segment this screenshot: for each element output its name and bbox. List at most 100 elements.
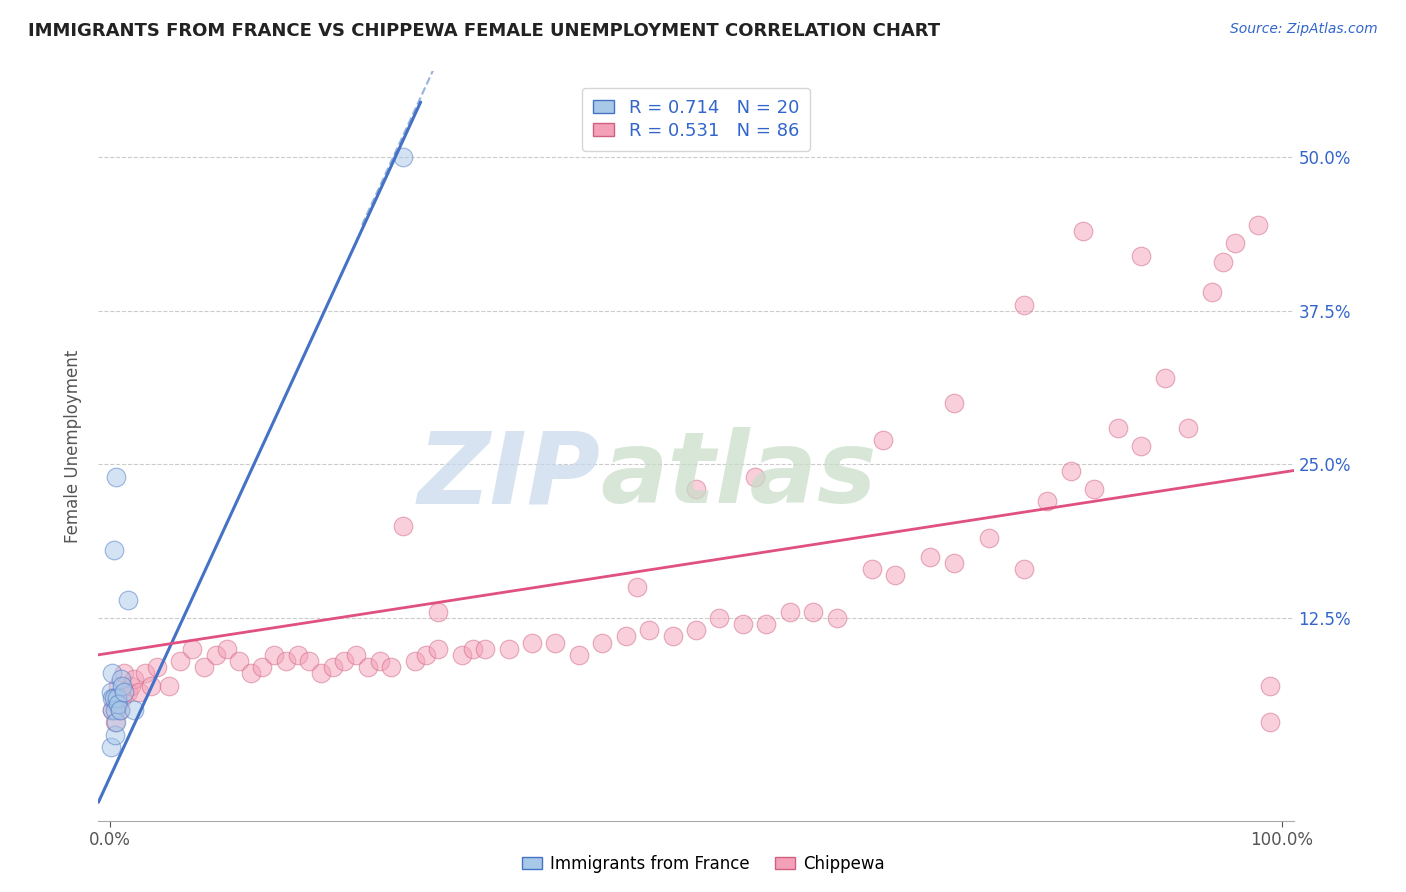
Point	[685, 482, 707, 496]
Point	[744, 469, 766, 483]
Point	[344, 648, 367, 662]
Legend: R = 0.714   N = 20, R = 0.531   N = 86: R = 0.714 N = 20, R = 0.531 N = 86	[582, 88, 810, 151]
Text: ZIP: ZIP	[418, 427, 600, 524]
Point	[1177, 420, 1199, 434]
Point	[103, 690, 125, 705]
Point	[239, 666, 262, 681]
Point	[105, 697, 128, 711]
Point	[474, 641, 496, 656]
Point	[942, 556, 965, 570]
Point	[228, 654, 250, 668]
Point	[274, 654, 297, 668]
Point	[157, 679, 180, 693]
Point	[779, 605, 801, 619]
Point	[217, 641, 239, 656]
Point	[1083, 482, 1105, 496]
Point	[105, 715, 128, 730]
Point	[141, 679, 163, 693]
Point	[450, 648, 472, 662]
Point	[591, 635, 613, 649]
Point	[204, 648, 226, 662]
Point	[380, 660, 402, 674]
Point	[463, 641, 485, 656]
Point	[427, 641, 450, 656]
Point	[117, 592, 139, 607]
Point	[884, 568, 907, 582]
Point	[1258, 679, 1281, 693]
Point	[298, 654, 321, 668]
Point	[105, 469, 128, 483]
Point	[1012, 298, 1035, 312]
Point	[1130, 439, 1153, 453]
Point	[1153, 371, 1175, 385]
Point	[146, 660, 169, 674]
Point	[709, 611, 731, 625]
Point	[1107, 420, 1129, 434]
Point	[169, 654, 191, 668]
Point	[117, 684, 139, 698]
Text: Source: ZipAtlas.com: Source: ZipAtlas.com	[1230, 22, 1378, 37]
Point	[1212, 254, 1234, 268]
Point	[103, 690, 125, 705]
Point	[120, 679, 142, 693]
Point	[872, 433, 894, 447]
Point	[614, 629, 637, 643]
Point	[252, 660, 274, 674]
Point	[100, 684, 122, 698]
Point	[193, 660, 215, 674]
Point	[309, 666, 332, 681]
Point	[392, 150, 415, 164]
Point	[263, 648, 285, 662]
Point	[568, 648, 591, 662]
Point	[112, 684, 135, 698]
Point	[942, 396, 965, 410]
Point	[1223, 236, 1246, 251]
Point	[731, 617, 754, 632]
Point	[1012, 562, 1035, 576]
Point	[105, 690, 128, 705]
Point	[105, 690, 128, 705]
Point	[977, 531, 1000, 545]
Point	[287, 648, 309, 662]
Text: atlas: atlas	[600, 427, 877, 524]
Point	[638, 624, 661, 638]
Point	[860, 562, 883, 576]
Point	[107, 679, 129, 693]
Point	[111, 690, 134, 705]
Point	[128, 684, 150, 698]
Point	[101, 703, 124, 717]
Point	[368, 654, 391, 668]
Legend: Immigrants from France, Chippewa: Immigrants from France, Chippewa	[515, 848, 891, 880]
Point	[107, 697, 129, 711]
Point	[103, 543, 125, 558]
Point	[755, 617, 778, 632]
Point	[661, 629, 683, 643]
Point	[498, 641, 520, 656]
Point	[1071, 224, 1094, 238]
Point	[357, 660, 380, 674]
Point	[108, 703, 131, 717]
Point	[825, 611, 848, 625]
Point	[685, 624, 707, 638]
Point	[110, 673, 132, 687]
Point	[544, 635, 567, 649]
Point	[100, 739, 122, 754]
Point	[404, 654, 426, 668]
Point	[104, 715, 127, 730]
Point	[101, 666, 124, 681]
Point	[801, 605, 824, 619]
Point	[920, 549, 942, 564]
Point	[104, 703, 127, 717]
Point	[427, 605, 450, 619]
Point	[112, 666, 135, 681]
Point	[111, 679, 134, 693]
Point	[104, 728, 127, 742]
Point	[101, 703, 124, 717]
Point	[333, 654, 356, 668]
Y-axis label: Female Unemployment: Female Unemployment	[65, 350, 83, 542]
Point	[108, 703, 131, 717]
Point	[181, 641, 204, 656]
Point	[392, 519, 415, 533]
Point	[1130, 249, 1153, 263]
Point	[1201, 285, 1223, 300]
